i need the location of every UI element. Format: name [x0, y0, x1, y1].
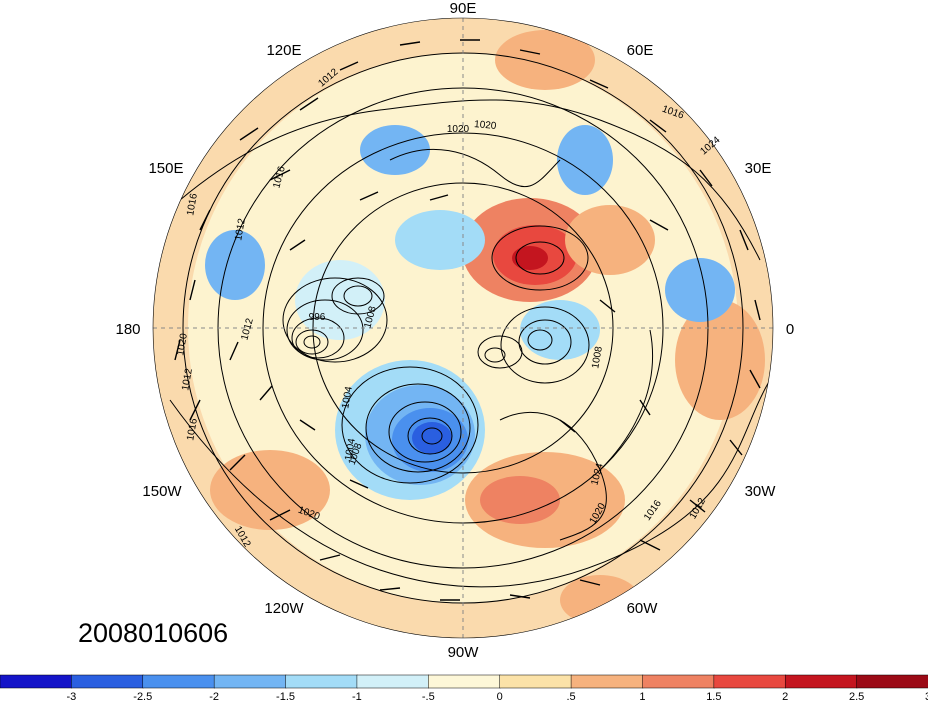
- colorbar-swatch: [0, 674, 73, 689]
- contour-label: 996: [309, 312, 326, 323]
- anomaly-positive: [210, 450, 330, 530]
- anomaly-negative: [360, 125, 430, 175]
- colorbar-tick-label: 1.5: [706, 691, 721, 702]
- colorbar: -3 -2.5 -2 -1.5 -1 -.5 0 .5 1 1.5 2 2.5 3: [0, 674, 928, 702]
- lon-label-120e: 120E: [266, 42, 301, 59]
- contour-label: 1008: [590, 345, 605, 369]
- contour-label: 1016: [185, 192, 200, 216]
- colorbar-tick-label: 0: [497, 691, 503, 702]
- lon-label-120w: 120W: [264, 600, 304, 617]
- colorbar-swatch: [213, 674, 287, 689]
- contour-label: 1020: [175, 332, 190, 356]
- colorbar-swatch: [570, 674, 644, 689]
- colorbar-tick-label: -1: [352, 691, 362, 702]
- lon-label-30w: 30W: [745, 483, 777, 500]
- colorbar-tick-label: .5: [566, 691, 575, 702]
- lon-label-60w: 60W: [627, 600, 659, 617]
- contour-label: 1020: [474, 119, 498, 132]
- anomaly-negative: [412, 422, 452, 454]
- lon-label-30e: 30E: [745, 160, 772, 177]
- anomaly-negative: [205, 230, 265, 300]
- anomaly-positive: [480, 476, 560, 524]
- contour-label: 1020: [447, 124, 470, 135]
- colorbar-tick-label: -2: [209, 691, 219, 702]
- timestamp-label: 2008010606: [78, 618, 229, 648]
- contour-label: 1012: [233, 217, 248, 241]
- colorbar-tick-label: -1.5: [276, 691, 295, 702]
- contour-label: 1004: [340, 385, 355, 409]
- map-disc: [153, 18, 773, 638]
- colorbar-tick-label: 3: [925, 691, 928, 702]
- colorbar-tick-labels: -3 -2.5 -2 -1.5 -1 -.5 0 .5 1 1.5 2 2.5 3: [66, 691, 928, 702]
- colorbar-swatch: [142, 674, 215, 689]
- colorbar-tick-label: 2.5: [849, 691, 864, 702]
- colorbar-swatch: [856, 674, 928, 689]
- lon-label-150e: 150E: [148, 160, 183, 177]
- colorbar-tick-label: -.5: [422, 691, 435, 702]
- colorbar-swatch: [428, 674, 501, 689]
- anomaly-negative: [395, 210, 485, 270]
- colorbar-swatch: [71, 674, 144, 689]
- lon-label-150w: 150W: [142, 483, 182, 500]
- colorbar-swatch: [499, 674, 572, 689]
- lon-label-180: 180: [115, 321, 140, 338]
- anomaly-negative: [557, 125, 613, 195]
- lon-label-0: 0: [786, 321, 794, 338]
- colorbar-swatch: [713, 674, 786, 689]
- colorbar-swatches: [0, 674, 928, 689]
- colorbar-tick-label: -2.5: [133, 691, 152, 702]
- lon-label-60e: 60E: [627, 42, 654, 59]
- colorbar-swatch: [642, 674, 715, 689]
- contour-label: 1016: [185, 417, 200, 441]
- lon-label-90w: 90W: [448, 644, 480, 661]
- contour-label: 1012: [180, 367, 195, 391]
- wind-barbs: [174, 39, 761, 601]
- contour-label: 1004: [343, 437, 358, 461]
- map-border: [152, 17, 774, 639]
- anomaly-negative: [665, 258, 735, 322]
- colorbar-tick-label: -3: [66, 691, 76, 702]
- lon-label-90e: 90E: [450, 0, 477, 17]
- colorbar-swatch: [784, 674, 858, 689]
- anomaly-negative: [520, 300, 600, 360]
- colorbar-tick-label: 1: [639, 691, 645, 702]
- colorbar-swatch: [356, 674, 430, 689]
- colorbar-swatch: [285, 674, 358, 689]
- anomaly-positive: [495, 30, 595, 90]
- colorbar-tick-label: 2: [782, 691, 788, 702]
- anomaly-positive: [512, 246, 548, 270]
